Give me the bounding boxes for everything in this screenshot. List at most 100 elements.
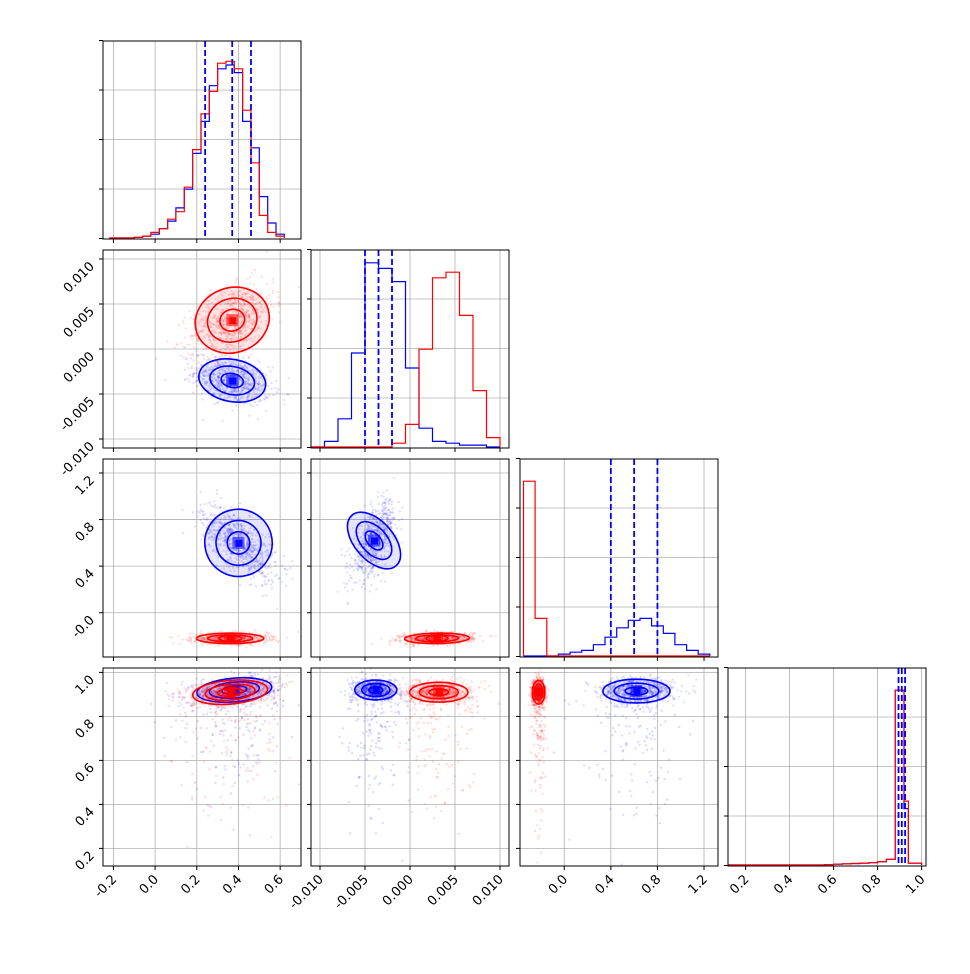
scatter-point (371, 572, 373, 574)
scatter-point (393, 477, 395, 479)
scatter-point (264, 580, 266, 582)
scatter-point (344, 567, 346, 569)
scatter-point (196, 634, 198, 636)
hist-panel-1 (311, 250, 509, 448)
scatter-point (370, 503, 372, 505)
scatter-point (346, 583, 348, 585)
scatter-point (213, 500, 215, 502)
scatter-point (381, 495, 383, 497)
scatter-point (394, 523, 396, 525)
scatter-point (190, 636, 192, 638)
scatter-point (384, 580, 386, 582)
scatter-point (254, 401, 256, 403)
scatter-point (193, 359, 195, 361)
scatter-point (285, 585, 287, 587)
scatter-point (194, 367, 196, 369)
scatter-point (386, 516, 388, 518)
scatter-point (341, 554, 343, 556)
scatter-point (283, 403, 285, 405)
scatter-point (432, 645, 434, 647)
scatter-point (183, 316, 185, 318)
scatter-point (412, 644, 414, 646)
scatter-point (363, 572, 365, 574)
scatter-point (197, 707, 199, 709)
scatter-point (289, 567, 291, 569)
scatter-point (400, 640, 402, 642)
scatter-point (191, 365, 193, 367)
scatter-point (258, 361, 260, 363)
scatter-point (245, 646, 247, 648)
scatter-point (196, 511, 198, 513)
scatter-point (249, 404, 251, 406)
scatter-point (180, 684, 182, 686)
scatter-point (253, 576, 255, 578)
scatter-point (386, 489, 388, 491)
scatter-point (271, 318, 273, 320)
scatter-point (251, 405, 253, 407)
scatter-point (266, 396, 268, 398)
scatter-point (272, 394, 274, 396)
scatter-point (350, 577, 352, 579)
scatter-point (357, 569, 359, 571)
scatter-point (220, 497, 222, 499)
scatter-point (364, 568, 366, 570)
scatter-point (209, 501, 211, 503)
scatter-point (270, 382, 272, 384)
scatter-point (264, 398, 266, 400)
scatter-point (272, 278, 274, 280)
scatter-point (203, 517, 205, 519)
scatter-point (177, 635, 179, 637)
scatter-point (364, 588, 366, 590)
scatter-point (372, 566, 374, 568)
scatter-point (433, 629, 435, 631)
scatter-point (351, 566, 353, 568)
scatter-point (231, 409, 233, 411)
scatter-point (186, 343, 188, 345)
scatter-point (283, 555, 285, 557)
scatter-point (279, 321, 281, 323)
scatter-point (348, 567, 350, 569)
scatter-point (349, 574, 351, 576)
scatter-point (169, 636, 171, 638)
scatter-point (360, 562, 362, 564)
scatter-point (365, 570, 367, 572)
scatter-point (189, 317, 191, 319)
scatter-point (384, 513, 386, 515)
scatter-point (255, 288, 257, 290)
scatter-point (363, 565, 365, 567)
scatter-point (155, 358, 157, 360)
scatter-point (190, 354, 192, 356)
scatter-point (278, 675, 280, 677)
scatter-point (232, 630, 234, 632)
scatter-point (267, 385, 269, 387)
scatter-point (182, 638, 184, 640)
scatter-point (202, 354, 204, 356)
scatter-point (377, 491, 379, 493)
scatter-panel-1-2 (311, 459, 509, 657)
scatter-point (178, 324, 180, 326)
scatter-point (199, 512, 201, 514)
scatter-point (359, 566, 361, 568)
scatter-point (377, 574, 379, 576)
panel-bg (103, 41, 301, 239)
panel-bg (103, 459, 301, 657)
scatter-point (367, 577, 369, 579)
scatter-point (367, 566, 369, 568)
scatter-point (188, 640, 190, 642)
scatter-point (192, 318, 194, 320)
scatter-point (395, 639, 397, 641)
scatter-point (275, 671, 277, 673)
scatter-point (398, 519, 400, 521)
scatter-point (214, 403, 216, 405)
scatter-point (180, 342, 182, 344)
scatter-point (370, 500, 372, 502)
scatter-point (472, 637, 474, 639)
scatter-point (370, 584, 372, 586)
scatter-point (214, 504, 216, 506)
scatter-point (203, 503, 205, 505)
scatter-point (206, 356, 208, 358)
scatter-point (353, 581, 355, 583)
scatter-point (239, 502, 241, 504)
scatter-point (410, 643, 412, 645)
